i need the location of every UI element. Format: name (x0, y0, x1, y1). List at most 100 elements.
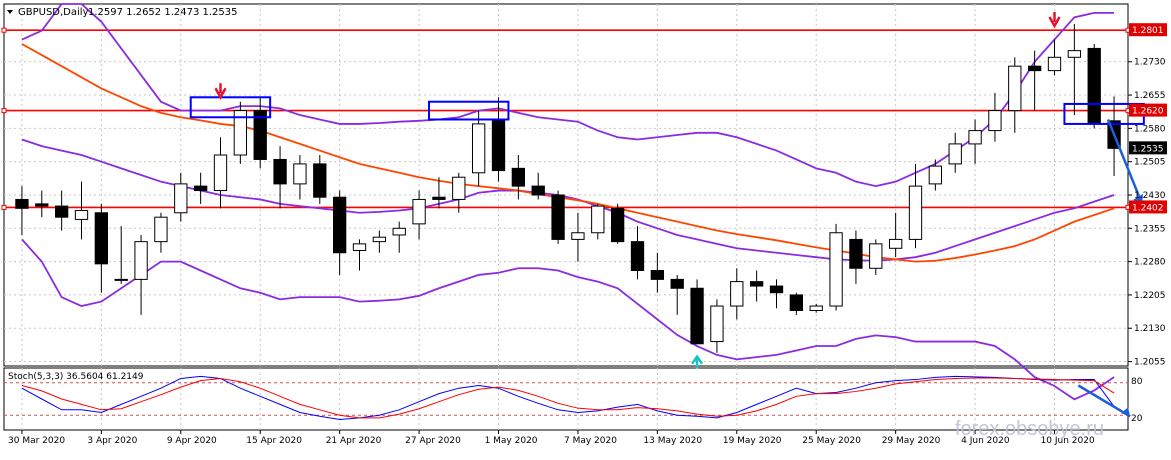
forecast-arrow-line (1106, 119, 1144, 205)
candle-body (54, 205, 69, 218)
stoch-main-line (21, 375, 1115, 421)
stoch-label: Stoch(5,3,3) 36.5604 61.2149 (8, 372, 144, 382)
candle-body (392, 227, 406, 236)
candle-body (114, 278, 128, 281)
candle-body (1008, 65, 1022, 112)
header: GBPUSD,Daily 1.2597 1.2652 1.2473 1.2535 (7, 7, 238, 18)
candle-body (988, 110, 1002, 132)
candle-body (233, 110, 248, 156)
current-price-label: 1.2535 (1132, 144, 1164, 154)
x-tick-label: 4 Jun 2020 (961, 436, 1010, 446)
level-price-label: 1.2402 (1132, 203, 1164, 213)
candle-body (352, 243, 367, 252)
candle-body (15, 198, 29, 209)
level-price-tag (1129, 200, 1167, 214)
candle-body (789, 294, 804, 311)
bottom-signal-arrow-icon (691, 354, 704, 369)
stoch-plot-frame (3, 367, 1129, 431)
candle-body (968, 130, 982, 145)
candle-body (571, 232, 585, 240)
candle-body (273, 158, 287, 185)
level-price-label: 1.2620 (1132, 107, 1164, 117)
candle-body (74, 210, 89, 220)
candle-body (1087, 47, 1101, 125)
watermark: forex.obsobye.ru (955, 418, 1104, 440)
candle-body (749, 281, 764, 287)
candle-body (769, 285, 784, 294)
x-tick-label: 27 Apr 2020 (405, 436, 461, 446)
x-tick-label: 1 May 2020 (485, 436, 538, 446)
symbol-label: GBPUSD,Daily (18, 7, 89, 18)
candle-body (511, 167, 526, 187)
stoch-level-low-label: 20 (1131, 414, 1143, 424)
candle-body (928, 165, 943, 185)
candle-body (948, 143, 962, 165)
stoch-forecast-arrow-line (1077, 384, 1131, 418)
x-tick-label: 21 Apr 2020 (326, 436, 382, 446)
level-price-tag (1129, 103, 1167, 117)
x-tick-label: 15 Apr 2020 (246, 436, 302, 446)
candle-body (551, 194, 565, 240)
indicators-layer (21, 3, 1115, 401)
candle-body (630, 241, 645, 272)
bollinger-lower-line (21, 238, 1115, 401)
x-tick-label: 19 May 2020 (723, 436, 782, 446)
candle-body (174, 183, 188, 214)
main-plot-frame (3, 3, 1129, 367)
candles-layer (15, 23, 1121, 353)
top-signal-arrow-icon (214, 83, 227, 100)
candle-body (908, 185, 923, 240)
candle-body (332, 196, 347, 254)
candle-body (94, 212, 109, 265)
y-tick-label: 1.2130 (1134, 324, 1166, 334)
resistance-box (428, 100, 510, 121)
x-tick-label: 9 Apr 2020 (167, 436, 217, 446)
moving-average-line (21, 43, 1115, 263)
x-tick-label: 7 May 2020 (564, 436, 617, 446)
candle-body (670, 278, 684, 289)
y-tick-label: 1.2655 (1134, 91, 1166, 101)
candle-body (35, 203, 49, 207)
x-tick-label: 30 Mar 2020 (8, 436, 65, 446)
stoch-layer (4, 375, 1131, 421)
x-tick-label: 10 Jun 2020 (1041, 436, 1095, 446)
current-price-tag (1129, 141, 1167, 155)
resistance-box (189, 96, 272, 119)
candle-body (710, 305, 724, 343)
level-anchor (1, 27, 7, 33)
x-tick-label: 25 May 2020 (802, 436, 861, 446)
candle-body (253, 110, 267, 160)
candle-body (1047, 56, 1062, 72)
axes-layer: 1.2730 1.2655 1.2580 1.2505 1.2430 1.2355 1.22… (8, 23, 1167, 446)
candle-body (432, 196, 446, 200)
candle-body (193, 185, 208, 192)
candle-body (213, 154, 228, 192)
candle-body (829, 232, 843, 307)
candle-body (412, 198, 426, 225)
candle-body (471, 123, 486, 174)
y-tick-label: 1.2730 (1134, 58, 1166, 68)
x-tick-label: 3 Apr 2020 (87, 436, 137, 446)
candle-body (888, 238, 903, 249)
y-tick-label: 1.2355 (1134, 224, 1166, 234)
candle-body (610, 207, 625, 243)
dropdown-triangle-icon[interactable] (7, 10, 13, 14)
y-tick-label: 1.2580 (1134, 124, 1166, 134)
candle-body (293, 163, 307, 185)
y-tick-label: 1.2055 (1134, 358, 1166, 368)
x-tick-label: 29 May 2020 (882, 436, 941, 446)
candle-body (869, 243, 883, 269)
y-tick-label: 1.2505 (1134, 158, 1166, 168)
y-tick-label: 1.2280 (1134, 258, 1166, 268)
candle-body (849, 238, 863, 269)
candle-body (1067, 50, 1082, 58)
candle-body (372, 236, 387, 243)
bollinger-middle-line (21, 138, 1115, 262)
candle-body (313, 163, 327, 198)
level-anchor (1, 204, 7, 210)
bollinger-upper-line (21, 3, 1115, 188)
candle-body (1027, 65, 1042, 72)
stoch-signal-line (21, 377, 1115, 419)
